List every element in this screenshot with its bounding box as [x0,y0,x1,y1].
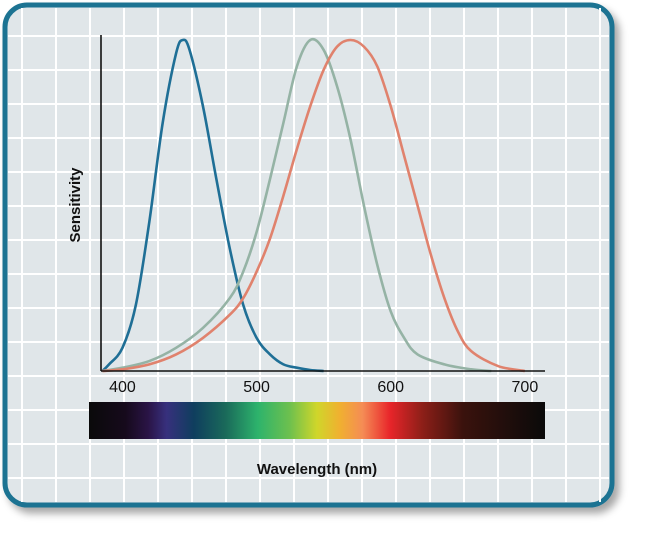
x-tick-label: 400 [109,379,136,396]
y-axis-label: Sensitivity [67,167,84,243]
x-tick-label: 700 [512,379,539,396]
x-axis-label: Wavelength (nm) [257,461,377,478]
x-tick-label: 500 [243,379,270,396]
chart-frame [2,2,615,508]
m-cone-sensitivity-curve [102,38,492,373]
x-tick-label: 600 [377,379,404,396]
l-cone-sensitivity-curve [102,38,526,373]
spectrum-bar [89,402,545,439]
s-cone-sensitivity-curve [101,38,324,373]
